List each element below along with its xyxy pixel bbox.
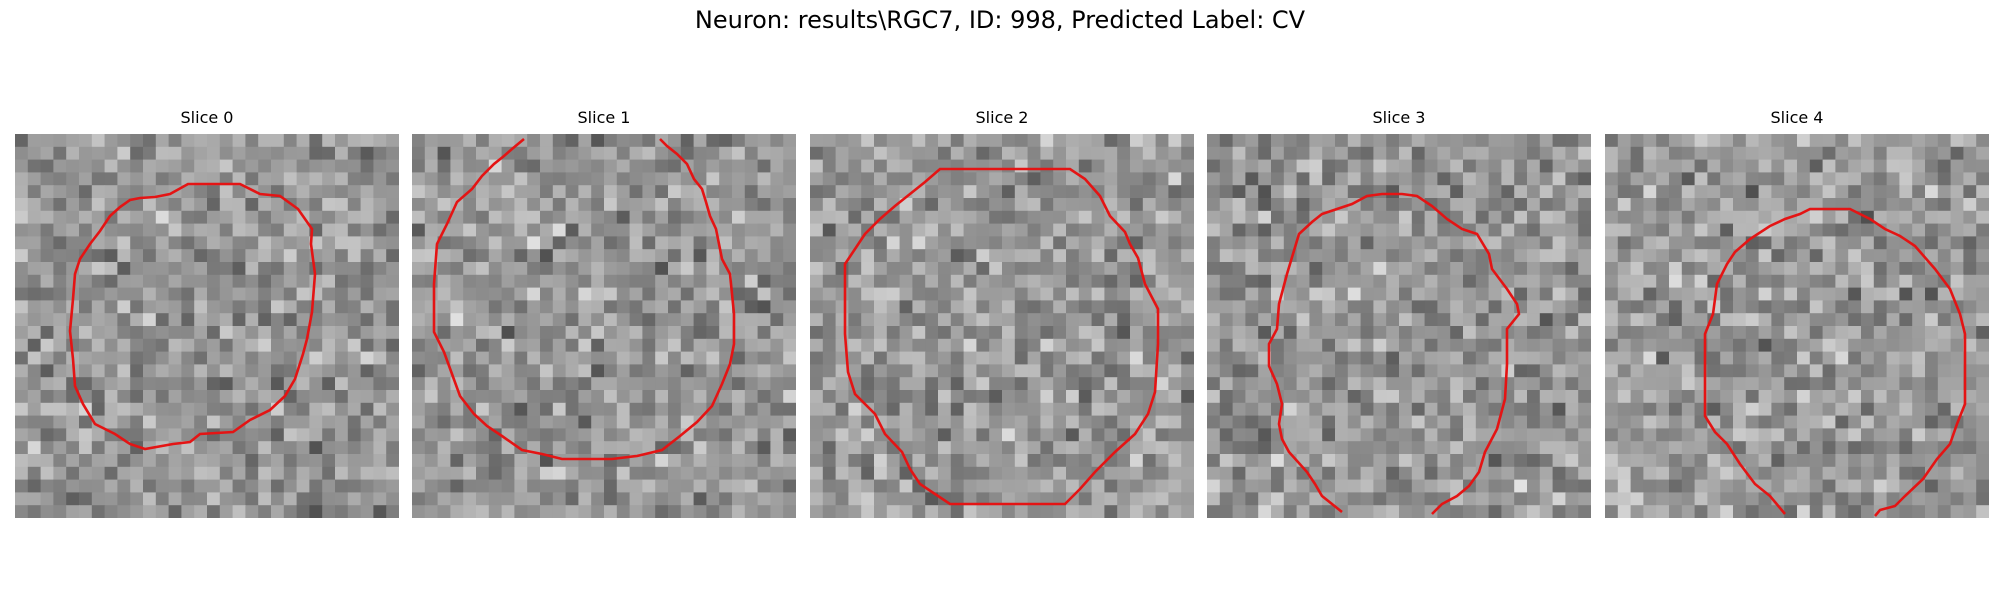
slice-panel-2: Slice 2 (810, 108, 1194, 518)
slice-title-2: Slice 2 (975, 108, 1029, 127)
segmentation-contour-3 (1267, 192, 1521, 515)
segmentation-contour-4 (1703, 207, 1967, 517)
slice-panel-3: Slice 3 (1207, 108, 1591, 518)
slice-title-0: Slice 0 (180, 108, 234, 127)
slice-title-1: Slice 1 (577, 108, 631, 127)
pixel-grid-2 (810, 134, 1194, 518)
slice-image-4 (1605, 134, 1989, 518)
slice-title-3: Slice 3 (1372, 108, 1426, 127)
segmentation-contour-2 (843, 167, 1160, 506)
slice-image-3 (1207, 134, 1591, 518)
slice-panel-1: Slice 1 (412, 108, 796, 518)
segmentation-contour-1 (432, 138, 736, 461)
slice-title-4: Slice 4 (1770, 108, 1824, 127)
pixel-grid-3 (1207, 134, 1591, 518)
pixel-grid-0 (15, 134, 399, 518)
slice-image-1 (412, 134, 796, 518)
slice-panel-0: Slice 0 (15, 108, 399, 518)
segmentation-contour-0 (68, 182, 317, 451)
slice-panel-4: Slice 4 (1605, 108, 1989, 518)
slice-image-2 (810, 134, 1194, 518)
pixel-grid-4 (1605, 134, 1989, 518)
figure-title: Neuron: results\RGC7, ID: 998, Predicted… (694, 6, 1306, 34)
slice-image-0 (15, 134, 399, 518)
